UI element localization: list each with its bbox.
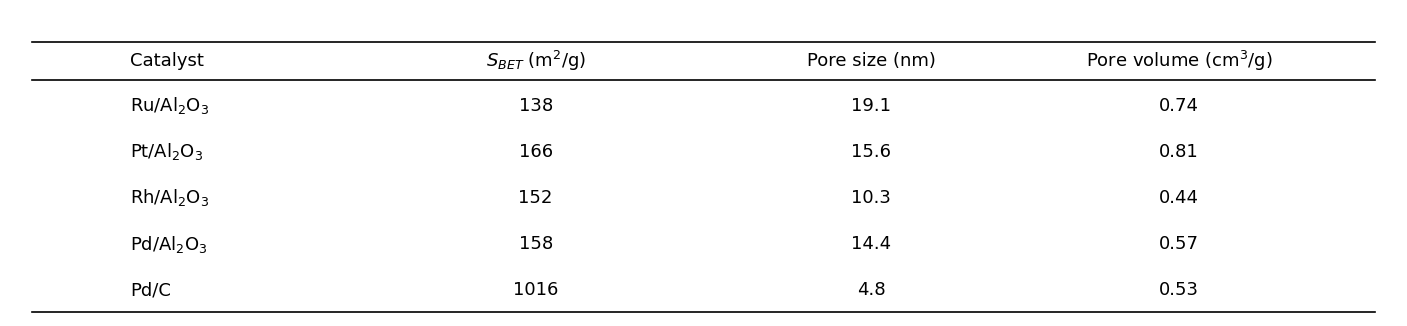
Text: Catalyst: Catalyst (129, 52, 204, 70)
Text: 138: 138 (519, 97, 553, 115)
Text: 152: 152 (518, 189, 553, 207)
Text: 15.6: 15.6 (851, 143, 892, 161)
Text: Pore volume (cm$^3$/g): Pore volume (cm$^3$/g) (1086, 49, 1272, 73)
Text: Ru/Al$_2$O$_3$: Ru/Al$_2$O$_3$ (129, 95, 210, 116)
Text: 0.81: 0.81 (1159, 143, 1199, 161)
Text: 158: 158 (519, 235, 553, 253)
Text: 0.44: 0.44 (1159, 189, 1199, 207)
Text: Pd/C: Pd/C (129, 281, 170, 299)
Text: 1016: 1016 (514, 281, 559, 299)
Text: 0.57: 0.57 (1159, 235, 1199, 253)
Text: 0.74: 0.74 (1159, 97, 1199, 115)
Text: 0.53: 0.53 (1159, 281, 1199, 299)
Text: 10.3: 10.3 (851, 189, 891, 207)
Text: Pore size (nm): Pore size (nm) (806, 52, 936, 70)
Text: Pd/Al$_2$O$_3$: Pd/Al$_2$O$_3$ (129, 233, 208, 255)
Text: 4.8: 4.8 (857, 281, 885, 299)
Text: Pt/Al$_2$O$_3$: Pt/Al$_2$O$_3$ (129, 141, 204, 162)
Text: 14.4: 14.4 (851, 235, 892, 253)
Text: 19.1: 19.1 (851, 97, 892, 115)
Text: $S_{BET}$ (m$^2$/g): $S_{BET}$ (m$^2$/g) (485, 49, 585, 73)
Text: Rh/Al$_2$O$_3$: Rh/Al$_2$O$_3$ (129, 187, 210, 208)
Text: 166: 166 (519, 143, 553, 161)
